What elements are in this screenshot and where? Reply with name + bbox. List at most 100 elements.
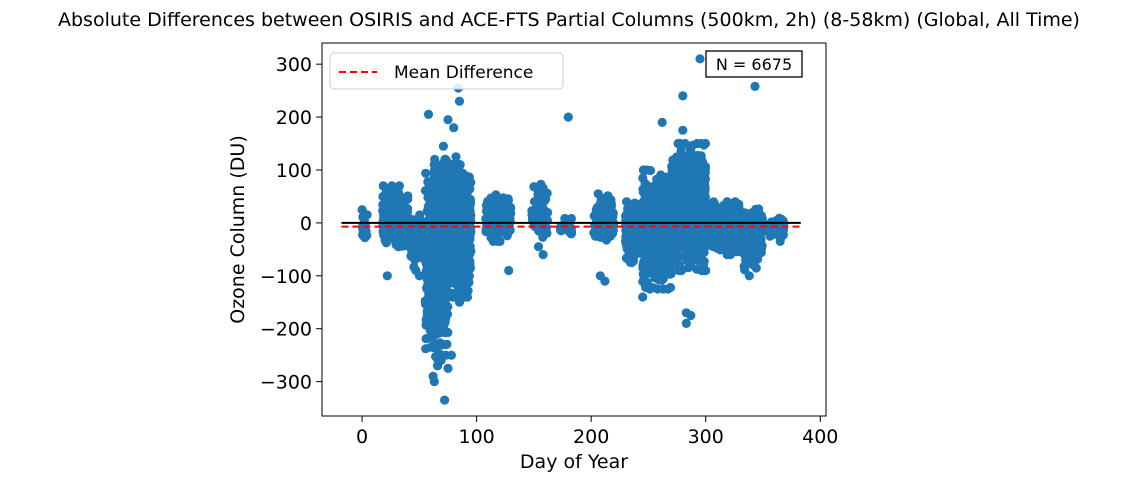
data-point-2267 [536,205,546,215]
data-point-2046 [452,188,462,198]
data-point-2027 [440,210,450,220]
data-point-4394 [691,205,701,215]
data-point-4963 [757,213,767,224]
data-point-221 [397,239,407,249]
data-point-1990 [455,160,465,170]
data-point-4964 [749,216,759,227]
data-points [357,54,789,405]
data-point-2022 [444,291,454,301]
data-point-2005 [436,253,446,263]
data-point-3963 [696,138,706,149]
data-point-4412 [694,191,704,201]
data-point-2812 [622,197,632,207]
data-point-287 [415,210,425,220]
data-point-641 [421,259,431,269]
data-point-3382 [655,275,665,285]
data-point-2206 [503,197,513,207]
data-point-2258 [538,232,548,242]
data-point-4401 [695,176,705,186]
data-point-635 [421,267,431,278]
data-point-2204 [492,212,502,222]
data-point-4959 [739,244,749,254]
data-point-2203 [490,193,500,203]
data-point-3508 [656,202,666,212]
data-point-2038 [456,221,466,231]
data-point-2047 [462,214,472,224]
data-point-1883 [448,160,458,170]
data-point-294 [408,247,418,257]
data-point-3491 [648,228,658,238]
data-point-4316 [674,260,685,270]
data-point-2207 [485,206,496,216]
data-point-4410 [689,226,700,236]
data-point-3435 [640,179,650,189]
data-point-239 [391,199,401,209]
data-point-1112 [429,165,439,176]
data-point-3502 [657,185,667,195]
data-point-2032 [442,173,453,183]
data-point-1128 [443,327,453,338]
data-point-3510 [648,182,658,192]
data-point-4813 [701,199,711,210]
data-point-237 [381,238,391,248]
data-point-4344 [699,166,709,176]
data-point-4798 [730,237,740,248]
data-point-2009 [462,237,472,247]
data-point-2413 [594,216,604,226]
data-point-1971 [450,278,460,288]
data-point-219 [400,231,410,241]
data-point-4806 [730,197,740,207]
data-point-2023 [465,227,475,237]
data-point-2813 [626,238,637,248]
data-point-3507 [658,267,669,277]
data-point-213 [398,200,408,210]
data-point-821 [431,329,441,339]
data-point-4147 [686,251,696,261]
data-point-588 [420,186,431,196]
data-point-4393 [680,180,690,190]
data-point-4396 [685,243,695,253]
data-point-1138 [442,339,452,349]
data-point-2209 [486,232,496,243]
data-point-4810 [717,211,727,221]
data-point-17 [358,212,368,222]
data-point-2045 [458,270,468,280]
data-point-3514 [657,240,668,251]
data-point-3457 [638,200,648,210]
data-point-2016 [450,171,460,181]
chart-title: Absolute Differences between OSIRIS and … [58,9,1080,31]
data-point-2042 [459,246,470,257]
data-point-4804 [720,236,730,246]
data-point-1126 [441,310,452,320]
data-point-391 [421,168,431,178]
data-point-19 [361,226,371,236]
data-point-4414 [676,213,687,223]
data-point-2264 [538,195,549,205]
data-point-4389 [675,238,685,249]
data-point-4413 [676,195,687,205]
data-point-4960 [740,212,751,222]
data-point-209 [403,191,413,201]
data-point-2002 [439,268,449,278]
data-point-2262 [533,186,543,196]
data-point-1989 [439,244,449,254]
data-point-2048 [465,256,475,266]
data-point-1996 [443,199,453,209]
data-point-2193 [485,220,495,230]
data-point-2049 [453,209,463,219]
data-point-4809 [714,229,724,239]
data-point-4346 [692,264,702,274]
data-point-2030 [456,198,466,208]
data-point-2414 [603,205,613,215]
data-point-2001 [438,186,448,196]
data-point-2183 [502,231,512,241]
data-point-298 [410,232,420,243]
data-point-3389 [645,165,656,176]
data-point-4962 [751,250,761,260]
data-point-4954 [740,229,750,239]
data-point-2041 [450,251,460,261]
data-point-2809 [624,227,634,237]
data-point-4369 [669,180,679,190]
data-point-629 [423,177,433,187]
